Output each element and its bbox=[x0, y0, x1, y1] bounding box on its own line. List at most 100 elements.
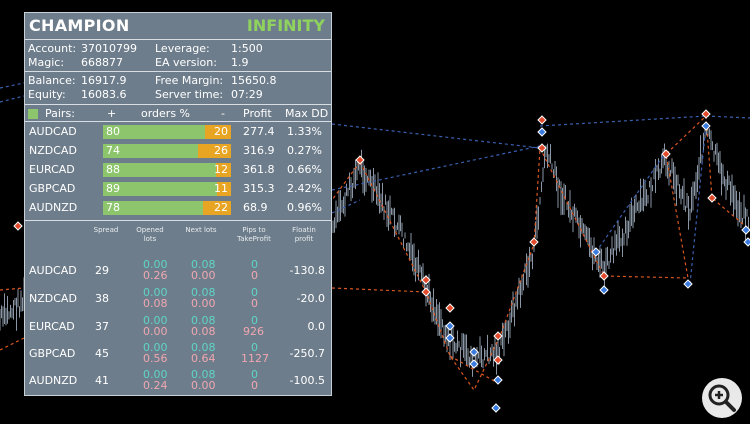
sell-percent-bar bbox=[205, 125, 231, 139]
trade-markers bbox=[13, 109, 750, 413]
pairs-square-icon bbox=[28, 109, 38, 119]
balance-label: Balance: bbox=[28, 74, 76, 87]
next-buy-lots: 0.08 bbox=[191, 341, 216, 354]
free-margin-label: Free Margin: bbox=[155, 74, 224, 87]
brand-title: CHAMPION bbox=[29, 16, 130, 35]
pair-name: EURCAD bbox=[29, 163, 75, 176]
buy-percent: 89 bbox=[106, 182, 120, 195]
maxdd-value: 0.96% bbox=[287, 201, 322, 214]
trade-marker bbox=[591, 247, 601, 257]
floating-profit-value: 0.0 bbox=[307, 320, 326, 333]
buy-percent: 88 bbox=[106, 163, 120, 176]
trend-lines-blue bbox=[0, 82, 750, 285]
sell-percent: 11 bbox=[214, 182, 228, 195]
sell-percent-bar bbox=[203, 201, 231, 215]
pair-name: AUDCAD bbox=[29, 125, 77, 138]
pips-sell: 0 bbox=[251, 379, 258, 392]
pair-name: NZDCAD bbox=[29, 144, 77, 157]
pips-sell: 0 bbox=[251, 297, 258, 310]
maxdd-value: 1.33% bbox=[287, 125, 322, 138]
pair-name: AUDCAD bbox=[29, 264, 77, 277]
pairs-header: Pairs: bbox=[45, 107, 75, 120]
opened-sell-lots: 0.56 bbox=[143, 352, 168, 365]
trade-marker bbox=[421, 287, 431, 297]
buy-percent-bar bbox=[103, 201, 203, 215]
next-buy-lots: 0.08 bbox=[191, 368, 216, 381]
spread-value: 45 bbox=[95, 347, 109, 360]
magic-value: 668877 bbox=[81, 56, 123, 69]
divider bbox=[25, 71, 331, 72]
leverage-value: 1:500 bbox=[231, 42, 263, 55]
sell-percent-bar bbox=[216, 163, 231, 177]
profit-value: 361.8 bbox=[243, 163, 275, 176]
edition-title: INFINITY bbox=[246, 16, 325, 35]
pips-buy: 0 bbox=[251, 341, 258, 354]
opened-sell-lots: 0.24 bbox=[143, 379, 168, 392]
sell-percent: 12 bbox=[214, 163, 228, 176]
profit-value: 277.4 bbox=[243, 125, 275, 138]
next-sell-lots: 0.00 bbox=[191, 379, 216, 392]
trade-marker bbox=[741, 225, 750, 235]
trade-marker bbox=[683, 279, 693, 289]
spread-header: Spread bbox=[93, 226, 119, 234]
ea-info-panel: CHAMPION INFINITY Account: 37010799 Leve… bbox=[24, 12, 332, 396]
orders-percent-header: orders % bbox=[141, 107, 191, 120]
buy-percent-bar bbox=[103, 163, 216, 177]
buy-percent-bar bbox=[103, 125, 205, 139]
pips-header: Pips to TakeProfit bbox=[237, 226, 271, 243]
pips-buy: 0 bbox=[251, 286, 258, 299]
floating-profit-header: Floatin profit bbox=[292, 226, 316, 243]
pair-name: NZDCAD bbox=[29, 292, 77, 305]
trade-marker bbox=[445, 333, 455, 343]
opened-buy-lots: 0.00 bbox=[143, 286, 168, 299]
opened-lots-header: Opened lots bbox=[136, 226, 164, 243]
pair-name: GBPCAD bbox=[29, 182, 76, 195]
opened-buy-lots: 0.00 bbox=[143, 368, 168, 381]
zoom-in-icon bbox=[708, 384, 736, 412]
divider bbox=[25, 220, 331, 221]
pair-name: AUDNZD bbox=[29, 201, 78, 214]
pips-sell: 0 bbox=[251, 269, 258, 282]
buy-percent: 78 bbox=[106, 201, 120, 214]
next-sell-lots: 0.00 bbox=[191, 297, 216, 310]
profit-header: Profit bbox=[243, 107, 272, 120]
profit-value: 68.9 bbox=[243, 201, 268, 214]
buy-percent-bar bbox=[103, 182, 217, 196]
maxdd-value: 0.66% bbox=[287, 163, 322, 176]
opened-buy-lots: 0.00 bbox=[143, 314, 168, 327]
trade-marker bbox=[445, 321, 455, 331]
opened-buy-lots: 0.00 bbox=[143, 341, 168, 354]
next-buy-lots: 0.08 bbox=[191, 258, 216, 271]
opened-buy-lots: 0.00 bbox=[143, 258, 168, 271]
trade-marker bbox=[701, 109, 711, 119]
trade-marker bbox=[491, 403, 501, 413]
minus-header: - bbox=[221, 107, 225, 120]
opened-sell-lots: 0.08 bbox=[143, 297, 168, 310]
zoom-button[interactable] bbox=[702, 378, 742, 418]
equity-label: Equity: bbox=[28, 88, 66, 101]
trade-marker bbox=[13, 221, 23, 231]
trade-marker bbox=[355, 155, 365, 165]
pips-buy: 0 bbox=[251, 258, 258, 271]
trade-marker bbox=[529, 237, 539, 247]
trade-marker bbox=[469, 359, 479, 369]
panel-header: CHAMPION INFINITY bbox=[25, 13, 331, 39]
pips-sell: 1127 bbox=[241, 352, 269, 365]
trade-marker bbox=[493, 375, 503, 385]
trade-marker bbox=[469, 347, 479, 357]
floating-profit-value: -20.0 bbox=[296, 292, 325, 305]
pips-buy: 0 bbox=[251, 368, 258, 381]
maxdd-value: 0.27% bbox=[287, 144, 322, 157]
divider bbox=[25, 104, 331, 105]
account-label: Account: bbox=[28, 42, 77, 55]
trade-marker bbox=[599, 285, 609, 295]
trade-marker bbox=[493, 331, 503, 341]
pips-buy: 0 bbox=[251, 314, 258, 327]
pair-name: EURCAD bbox=[29, 320, 75, 333]
ea-version-value: 1.9 bbox=[231, 56, 249, 69]
next-sell-lots: 0.00 bbox=[191, 269, 216, 282]
buy-percent: 80 bbox=[106, 125, 120, 138]
trade-marker bbox=[707, 193, 717, 203]
next-sell-lots: 0.64 bbox=[191, 352, 216, 365]
